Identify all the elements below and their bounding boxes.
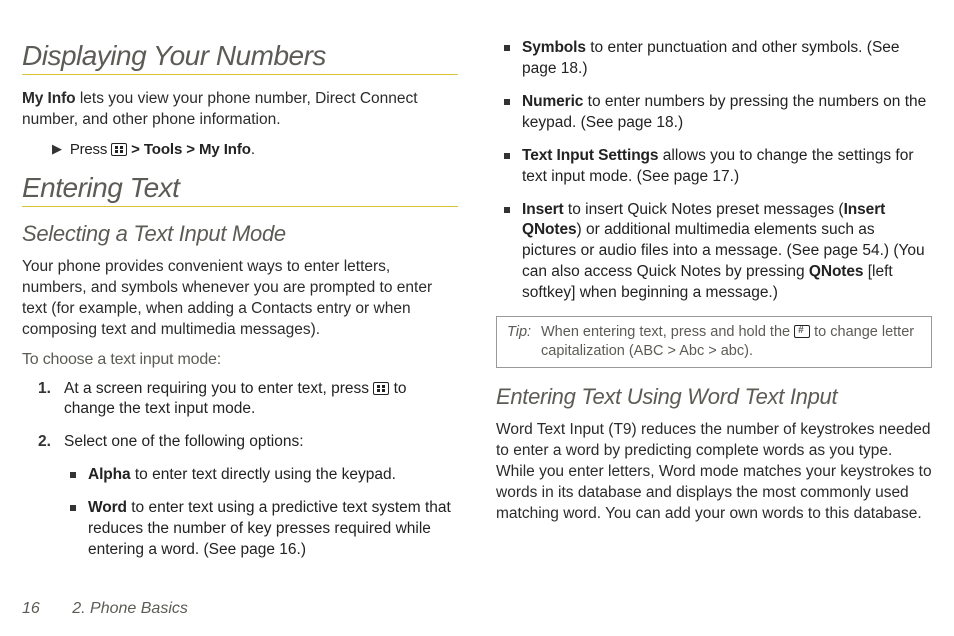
select-mode-para: Your phone provides convenient ways to e…: [22, 257, 458, 341]
tip-a: When entering text, press and hold the: [541, 324, 794, 340]
intro-bold: My Info: [22, 90, 76, 107]
steps-list: At a screen requiring you to enter text,…: [60, 379, 458, 454]
options-list-left: Alpha to enter text directly using the k…: [84, 465, 458, 561]
word-text: to enter text using a predictive text sy…: [88, 499, 451, 558]
intro-paragraph: My Info lets you view your phone number,…: [22, 89, 458, 131]
menu-key-icon: [373, 382, 389, 395]
option-numeric: Numeric to enter numbers by pressing the…: [518, 92, 932, 134]
step-2: Select one of the following options:: [60, 432, 458, 453]
page-footer: 16 2. Phone Basics: [22, 600, 188, 618]
heading-displaying-numbers: Displaying Your Numbers: [22, 40, 458, 75]
section-title: 2. Phone Basics: [72, 600, 188, 617]
numeric-bold: Numeric: [522, 93, 583, 110]
myinfo-label: My Info: [199, 141, 251, 158]
word-bold: Word: [88, 499, 127, 516]
hash-key-icon: [794, 325, 810, 338]
menu-key-icon: [111, 143, 127, 156]
step1-a: At a screen requiring you to enter text,…: [64, 380, 373, 397]
option-symbols: Symbols to enter punctuation and other s…: [518, 38, 932, 80]
right-column: Symbols to enter punctuation and other s…: [496, 38, 932, 578]
option-alpha: Alpha to enter text directly using the k…: [84, 465, 458, 486]
triangle-icon: ▶: [52, 141, 62, 157]
page-number: 16: [22, 600, 40, 617]
symbols-bold: Symbols: [522, 39, 586, 56]
press-text: Press > Tools > My Info.: [70, 141, 255, 158]
press-instruction: ▶ Press > Tools > My Info.: [52, 141, 458, 158]
subheading-word-input: Entering Text Using Word Text Input: [496, 384, 932, 410]
alpha-text: to enter text directly using the keypad.: [131, 466, 396, 483]
tip-content: When entering text, press and hold the t…: [541, 323, 921, 361]
heading-entering-text: Entering Text: [22, 172, 458, 207]
word-input-para: Word Text Input (T9) reduces the number …: [496, 420, 932, 525]
insert-t1: to insert Quick Notes preset messages (: [564, 201, 844, 218]
insert-bold: Insert: [522, 201, 564, 218]
option-text-input-settings: Text Input Settings allows you to change…: [518, 146, 932, 188]
tip-box: Tip: When entering text, press and hold …: [496, 316, 932, 368]
numeric-text: to enter numbers by pressing the numbers…: [522, 93, 926, 131]
left-column: Displaying Your Numbers My Info lets you…: [22, 38, 458, 578]
choose-mode-subhead: To choose a text input mode:: [22, 351, 458, 369]
option-insert: Insert to insert Quick Notes preset mess…: [518, 200, 932, 305]
tis-bold: Text Input Settings: [522, 147, 658, 164]
intro-rest: lets you view your phone number, Direct …: [22, 90, 418, 128]
qnotes-bold: QNotes: [809, 263, 864, 280]
option-word: Word to enter text using a predictive te…: [84, 498, 458, 561]
content-columns: Displaying Your Numbers My Info lets you…: [22, 38, 932, 578]
tip-label: Tip:: [507, 323, 535, 361]
press-word: Press: [70, 141, 111, 158]
subheading-select-mode: Selecting a Text Input Mode: [22, 221, 458, 247]
options-list-right: Symbols to enter punctuation and other s…: [518, 38, 932, 304]
alpha-bold: Alpha: [88, 466, 131, 483]
tools-label: Tools: [144, 141, 182, 158]
step-1: At a screen requiring you to enter text,…: [60, 379, 458, 421]
